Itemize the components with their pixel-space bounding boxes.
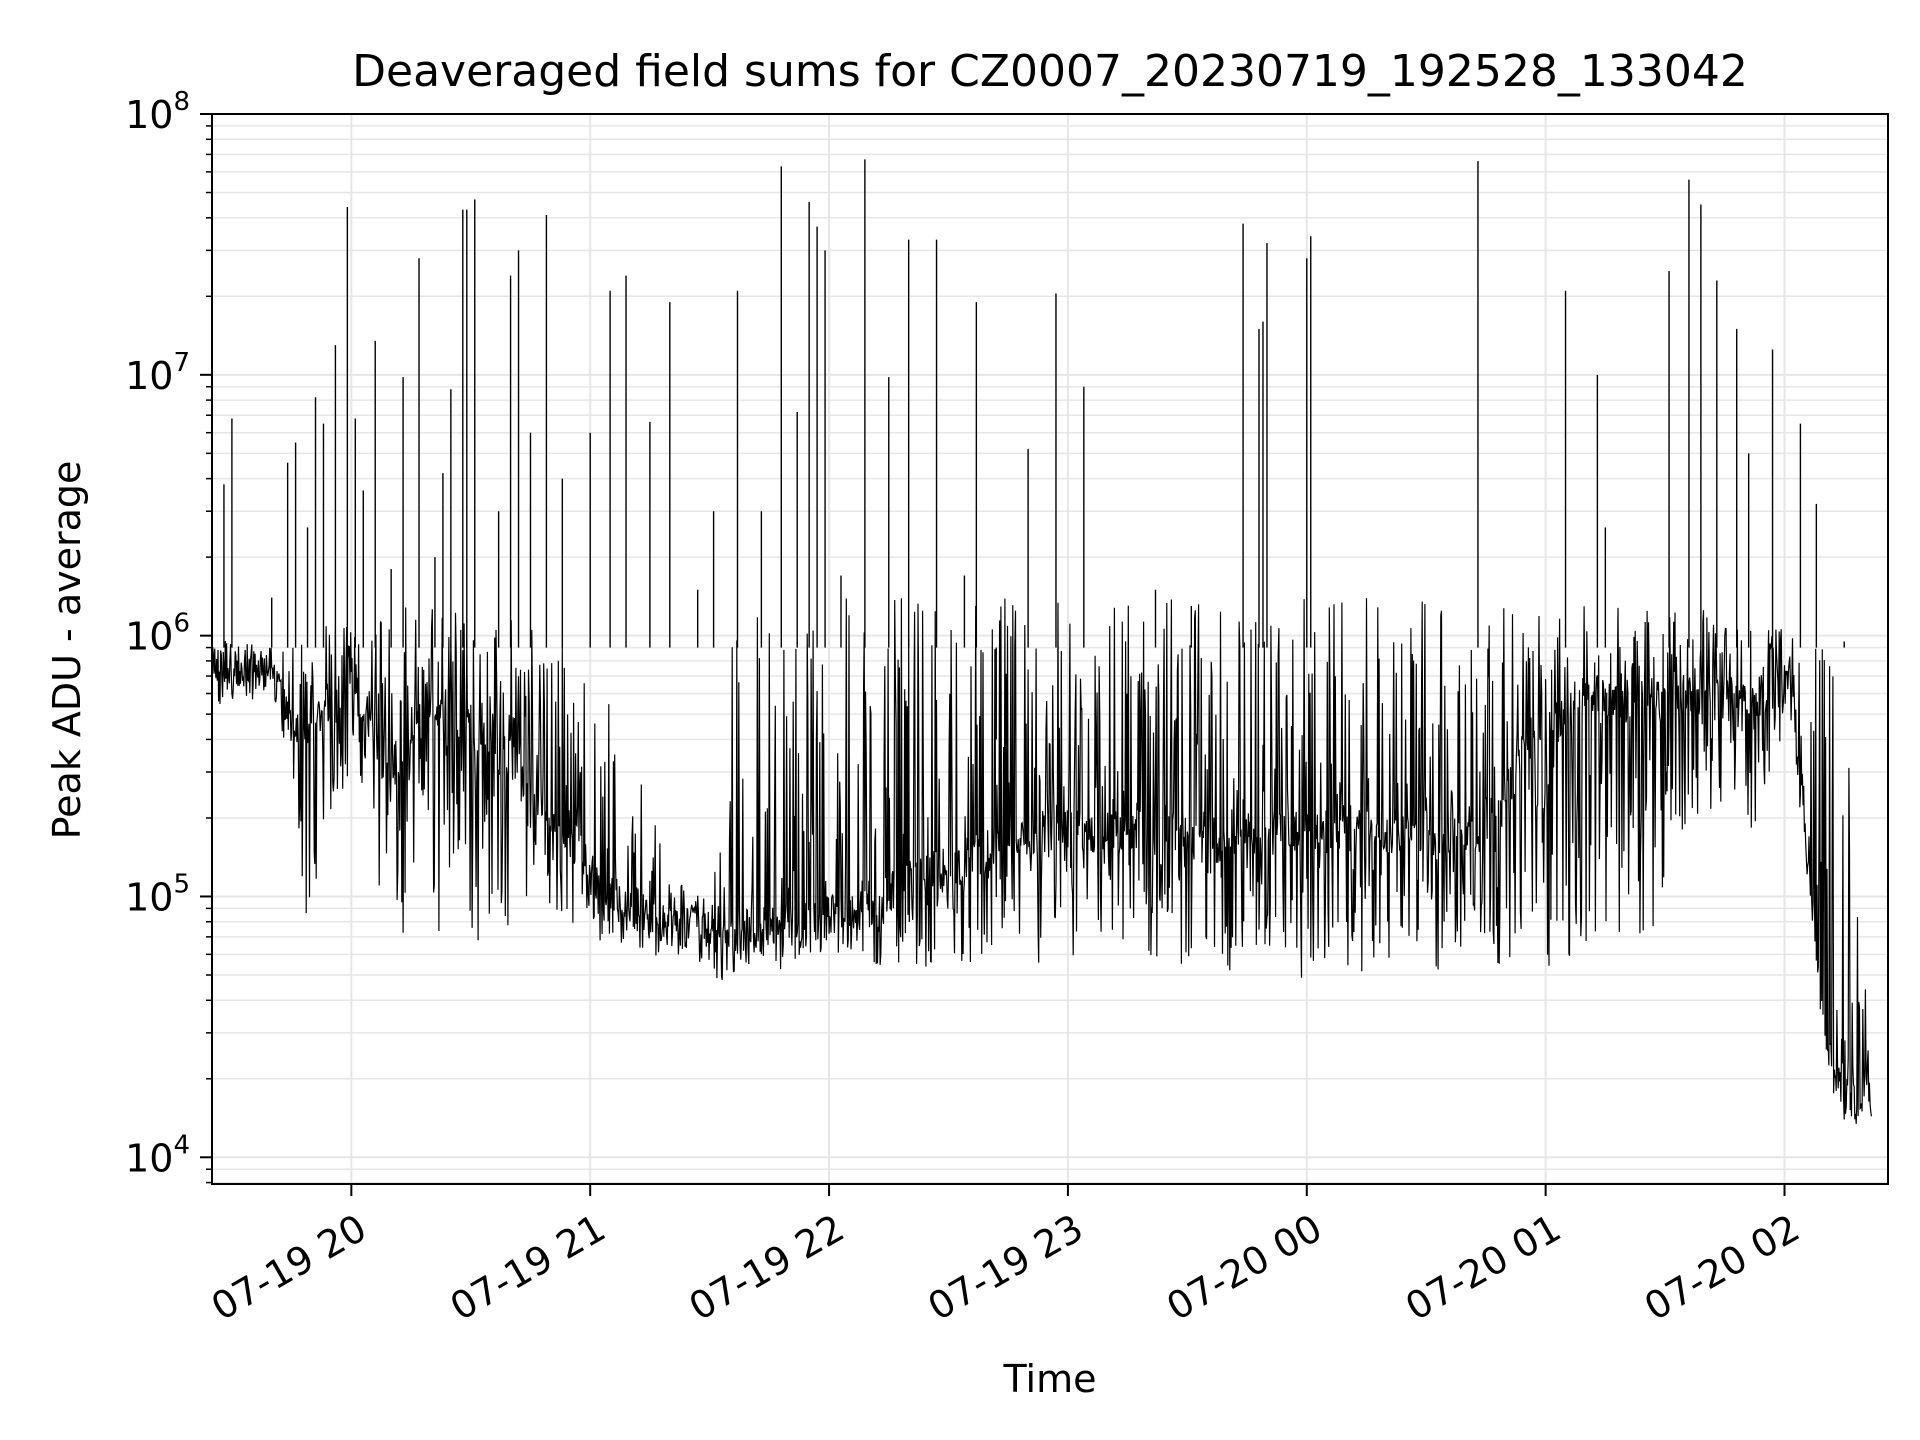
chart-title: Deaveraged field sums for CZ0007_2023071… [352, 46, 1748, 97]
plot-frame [211, 113, 1889, 1185]
grid [212, 113, 1888, 1184]
y-tick-label: 105 [125, 869, 190, 919]
x-axis-label: Time [1003, 1357, 1097, 1401]
y-tick-label: 108 [125, 87, 190, 137]
y-tick-label: 107 [125, 348, 190, 398]
y-tick-label: 106 [125, 609, 190, 659]
y-tick-label: 104 [125, 1130, 190, 1180]
data-series [211, 159, 1872, 1124]
y-axis-label: Peak ADU - average [45, 461, 89, 840]
y-axis-ticks: 104 105 106 107 108 [125, 87, 212, 1184]
series-line [211, 598, 1872, 1124]
